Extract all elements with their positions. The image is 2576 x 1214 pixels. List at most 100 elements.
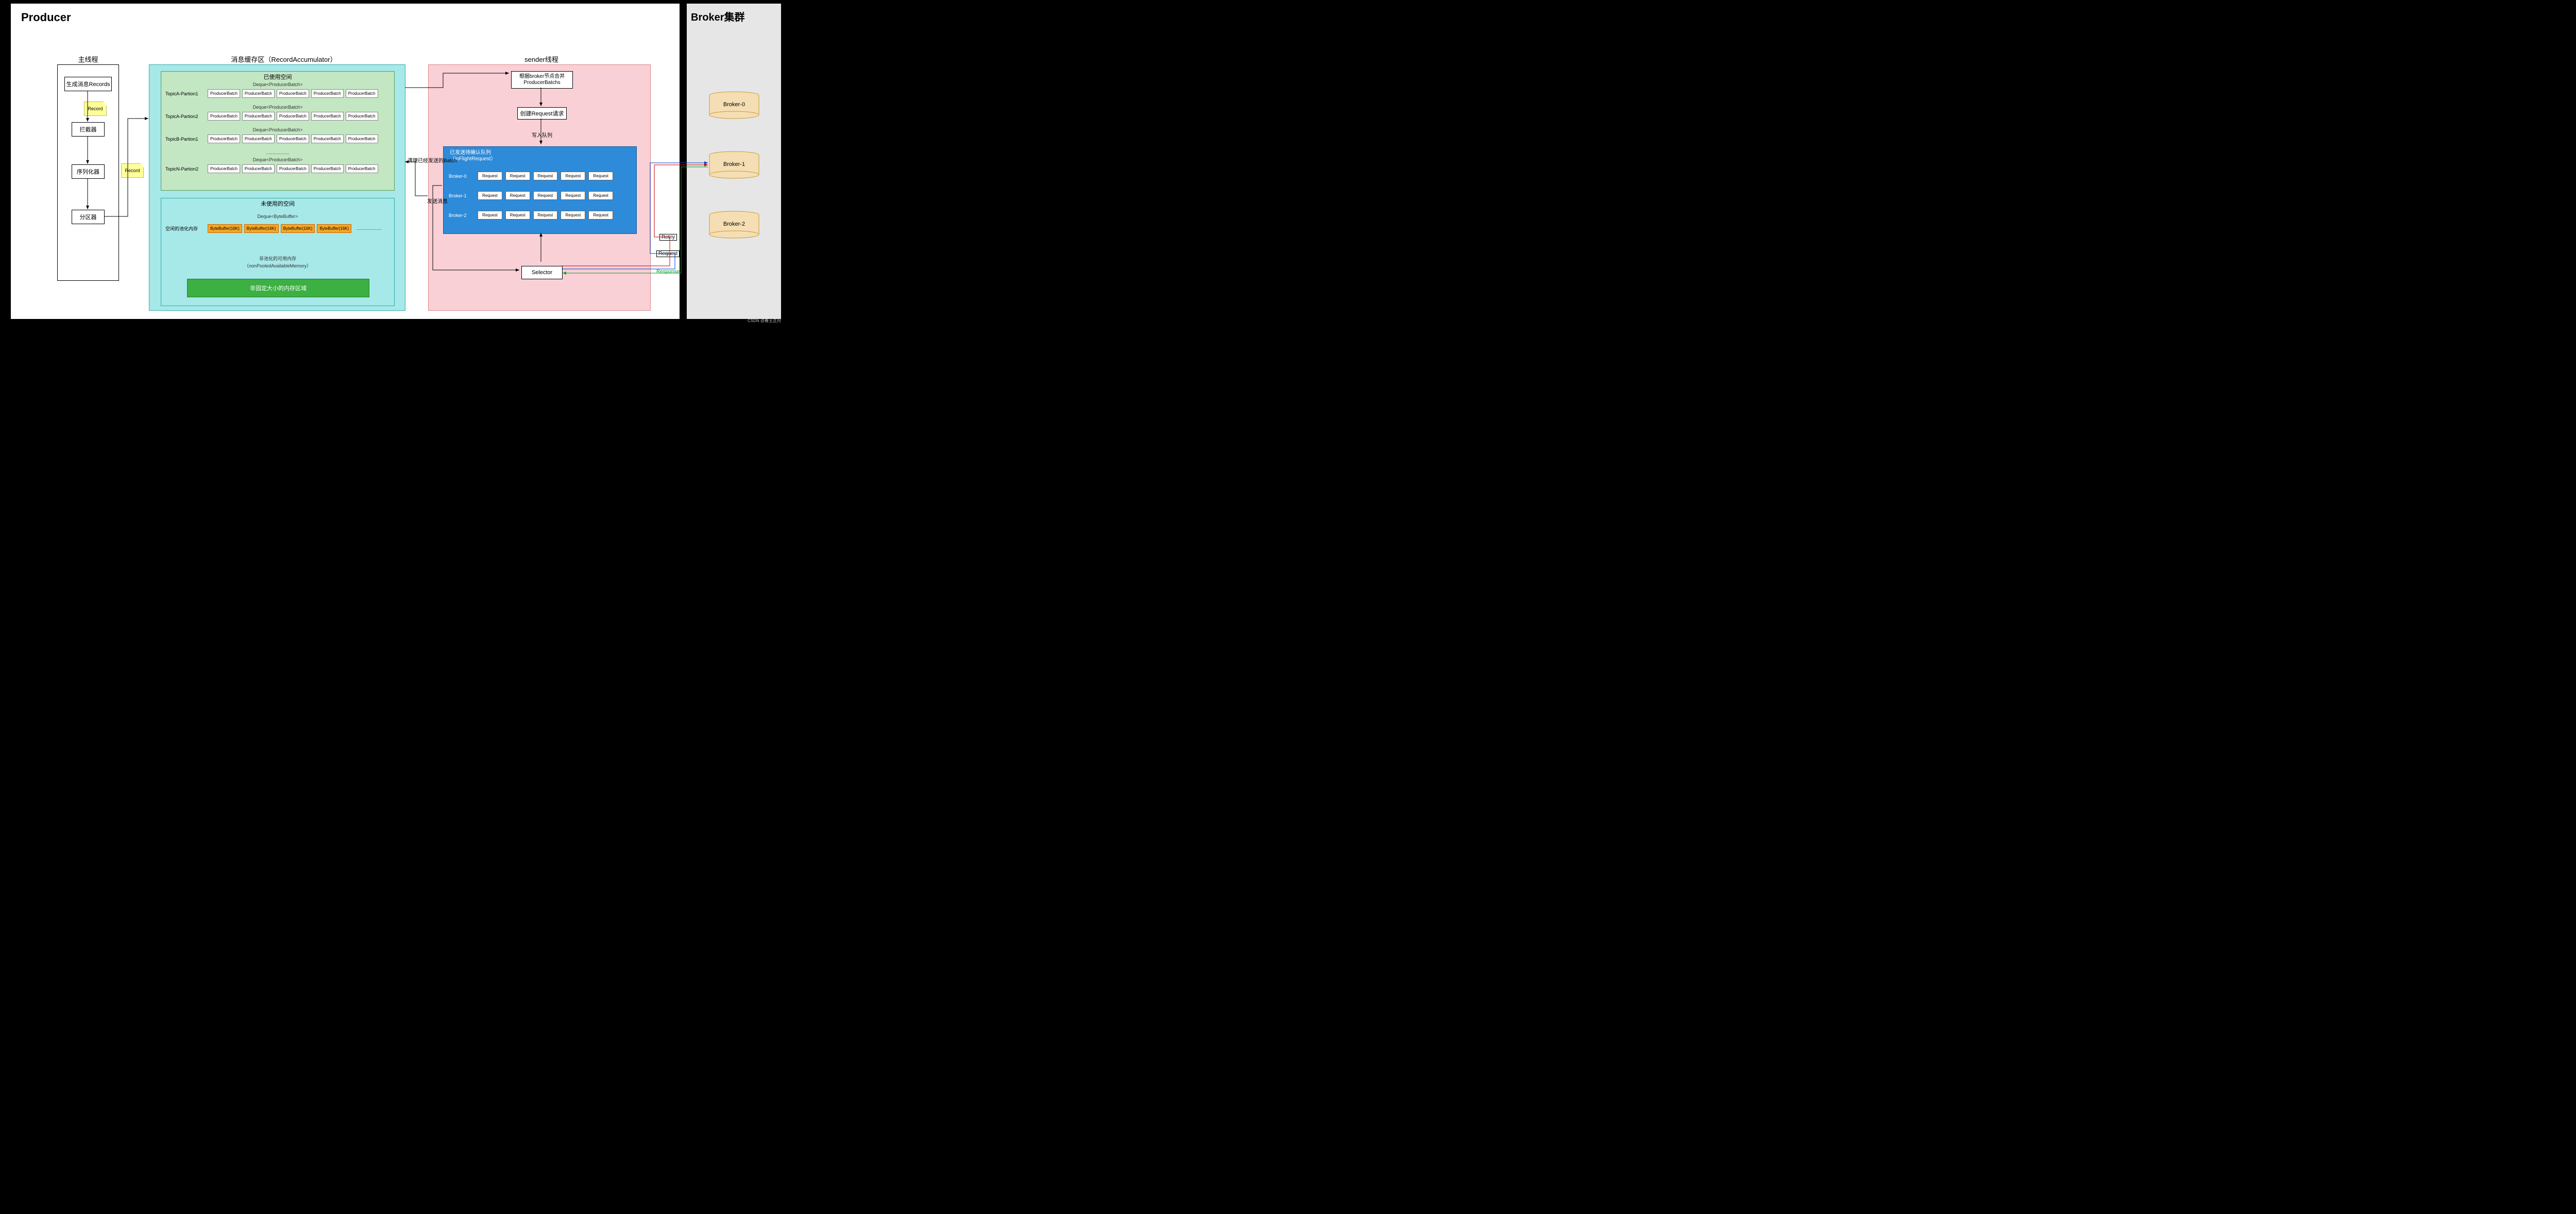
producer-panel: Producer 主线程 生成消息Records 拦截器 序列化器 分区器 Re… — [10, 3, 680, 319]
broker-label-2: Broker-2 — [708, 221, 760, 227]
producer-batch: ProducerBatch — [311, 134, 344, 143]
inflight-request: Request — [533, 191, 558, 200]
watermark: CSDN @春王正月 — [748, 318, 781, 324]
node-gen-records: 生成消息Records — [64, 77, 112, 91]
partition-label: TopicA-Partion1 — [165, 91, 206, 96]
node-serializer: 序列化器 — [72, 164, 105, 179]
unused-space-title: 未使用的空间 — [161, 199, 394, 208]
inflight-request: Request — [505, 172, 530, 180]
unused-space-box: 未使用的空间 Deque<ByteBuffer> 空闲的池化内存ByteBuff… — [161, 198, 395, 306]
broker-label-1: Broker-1 — [708, 161, 760, 167]
producer-batch: ProducerBatch — [242, 134, 275, 143]
byte-buffer: ByteBuffer(16K) — [244, 224, 279, 233]
producer-batch: ProducerBatch — [242, 164, 275, 173]
producer-batch: ProducerBatch — [346, 134, 378, 143]
used-ellipsis: .................. — [161, 150, 394, 155]
inflight-request: Request — [478, 191, 502, 200]
send-label: 发送消息 — [427, 197, 448, 205]
retry-label: Retriy — [659, 234, 677, 241]
deque-label-3: Deque<ProducerBatch> — [161, 157, 394, 162]
producer-title: Producer — [21, 11, 71, 24]
inflight-request: Request — [588, 191, 613, 200]
inflight-broker-label: Broker-2 — [449, 213, 474, 218]
sender-heading: sender线程 — [516, 54, 567, 64]
inflight-request: Request — [533, 211, 558, 220]
byte-buffer: ByteBuffer(16K) — [281, 224, 315, 233]
inflight-request: Request — [561, 211, 585, 220]
broker-cylinder-1: Broker-1 — [708, 151, 760, 179]
node-partitioner: 分区器 — [72, 210, 105, 224]
inflight-request: Request — [478, 211, 502, 220]
inflight-request: Request — [588, 172, 613, 180]
node-create-req: 创建Request请求 — [517, 107, 567, 120]
sender-box: 根据broker节点合并 ProducerBatchs 创建Request请求 … — [428, 64, 651, 311]
producer-batch: ProducerBatch — [346, 112, 378, 121]
inflight-box: 已发送待确认队列 （inFlightRequest） Broker-0Reque… — [443, 146, 637, 234]
cleanup-label: 清理已经发送的Batch — [408, 156, 457, 164]
inflight-request: Request — [588, 211, 613, 220]
bytebuffer-row: 空闲的池化内存ByteBuffer(16K)ByteBuffer(16K)Byt… — [165, 224, 382, 233]
producer-batch: ProducerBatch — [208, 89, 240, 98]
broker-label-0: Broker-0 — [708, 102, 760, 108]
producer-batch: ProducerBatch — [208, 134, 240, 143]
deque-label-2: Deque<ProducerBatch> — [161, 127, 394, 132]
broker-cluster-panel: Broker集群 Broker-0 Broker-1 Broker-2 — [686, 3, 782, 319]
deque-label-1: Deque<ProducerBatch> — [161, 105, 394, 110]
merge-l2: ProducerBatchs — [523, 80, 560, 86]
nonpool-block: 非固定大小的内存区域 — [187, 279, 369, 297]
partition-row: TopicB-Partion1ProducerBatchProducerBatc… — [165, 134, 378, 143]
producer-batch: ProducerBatch — [242, 89, 275, 98]
node-interceptor: 拦截器 — [72, 122, 105, 137]
broker-cylinder-0: Broker-0 — [708, 91, 760, 119]
producer-batch: ProducerBatch — [277, 134, 309, 143]
selector-node: Selector — [521, 266, 563, 279]
inflight-request: Request — [478, 172, 502, 180]
byte-buffer: ByteBuffer(16K) — [317, 224, 351, 233]
producer-batch: ProducerBatch — [242, 112, 275, 121]
producer-batch: ProducerBatch — [277, 112, 309, 121]
byte-buffer: ByteBuffer(16K) — [208, 224, 242, 233]
partition-row: TopicN-Partion2ProducerBatchProducerBatc… — [165, 164, 378, 173]
used-space-title: 已使用空间 — [161, 73, 394, 81]
nonpool-l2: （nonPooledAvailableMemory） — [161, 262, 394, 269]
deque-label-0: Deque<ProducerBatch> — [161, 82, 394, 87]
partition-label: TopicB-Partion1 — [165, 137, 206, 142]
partition-row: TopicA-Partion2ProducerBatchProducerBatc… — [165, 112, 378, 121]
inflight-request: Request — [505, 211, 530, 220]
merge-l1: 根据broker节点合并 — [519, 74, 565, 80]
inflight-broker-label: Broker-1 — [449, 193, 474, 198]
used-space-box: 已使用空间 Deque<ProducerBatch> TopicA-Partio… — [161, 71, 395, 191]
producer-batch: ProducerBatch — [346, 89, 378, 98]
pool-label: 空闲的池化内存 — [165, 225, 206, 232]
producer-batch: ProducerBatch — [208, 164, 240, 173]
inflight-request: Request — [533, 172, 558, 180]
producer-batch: ProducerBatch — [311, 112, 344, 121]
broker-cluster-title: Broker集群 — [691, 9, 744, 24]
enqueue-label: 写入队列 — [532, 131, 552, 139]
buffer-ellipsis: ...................... — [357, 226, 382, 231]
partition-label: TopicN-Partion2 — [165, 166, 206, 172]
inflight-request: Request — [561, 191, 585, 200]
inflight-request: Request — [505, 191, 530, 200]
accumulator-box: 已使用空间 Deque<ProducerBatch> TopicA-Partio… — [149, 64, 405, 311]
bytebuf-deque-label: Deque<ByteBuffer> — [161, 214, 394, 219]
request-label: Request — [656, 250, 680, 257]
producer-batch: ProducerBatch — [311, 89, 344, 98]
note-record-1: Record — [84, 102, 107, 116]
accumulator-heading: 消息缓存区（RecordAccumulator） — [217, 54, 351, 64]
inflight-row: Broker-2RequestRequestRequestRequestRequ… — [449, 211, 613, 220]
inflight-t1: 已发送待确认队列 — [450, 150, 491, 156]
node-merge: 根据broker节点合并 ProducerBatchs — [511, 71, 573, 89]
inflight-broker-label: Broker-0 — [449, 174, 474, 179]
inflight-request: Request — [561, 172, 585, 180]
producer-batch: ProducerBatch — [277, 164, 309, 173]
broker-cylinder-2: Broker-2 — [708, 211, 760, 239]
nonpool-l1: 非池化的可用内存 — [161, 255, 394, 262]
response-label: Response — [656, 269, 680, 275]
inflight-row: Broker-1RequestRequestRequestRequestRequ… — [449, 191, 613, 200]
main-thread-heading: 主线程 — [73, 54, 104, 64]
partition-label: TopicA-Partion2 — [165, 114, 206, 119]
note-record-2: Record — [121, 163, 144, 178]
producer-batch: ProducerBatch — [277, 89, 309, 98]
producer-batch: ProducerBatch — [311, 164, 344, 173]
